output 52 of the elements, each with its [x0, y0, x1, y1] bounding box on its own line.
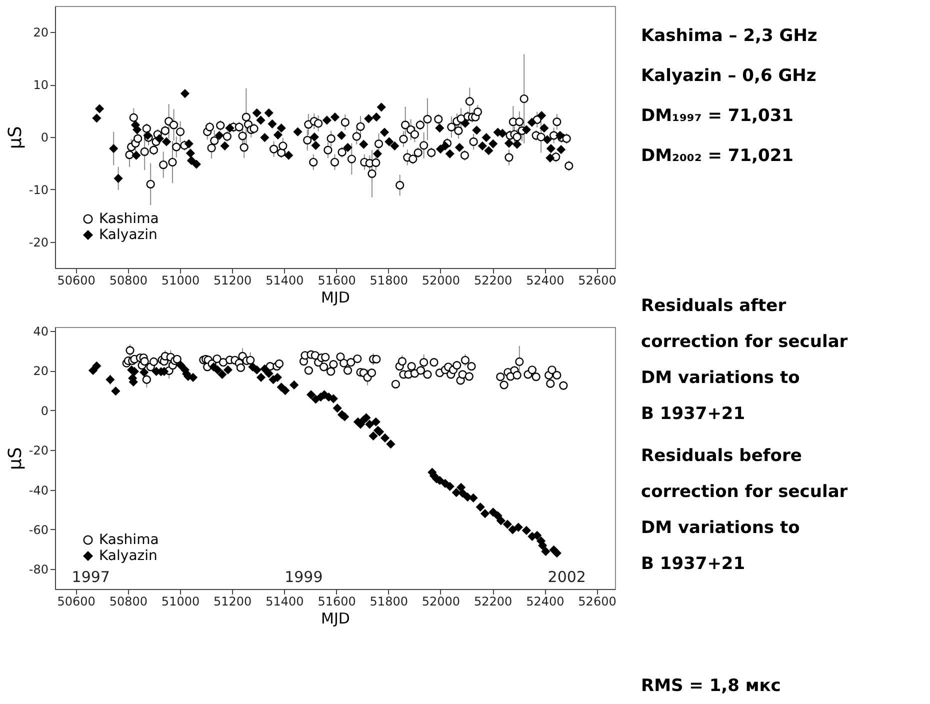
- text: Kalyazin – 0,6 GHz: [641, 66, 816, 86]
- legend-label: Kashima: [99, 532, 159, 548]
- x-tick-label: 50800: [109, 274, 148, 288]
- x-tick-label: 52000: [422, 594, 460, 608]
- x-tick-label: 50800: [109, 594, 148, 608]
- y-tick-label: -10: [28, 182, 48, 197]
- x-tick-label: 52600: [578, 594, 616, 608]
- x-tick-label: 51000: [161, 274, 200, 288]
- y-axis-title: μS: [4, 126, 26, 149]
- x-tick-label: 51800: [370, 274, 408, 288]
- legend-label: Kashima: [99, 211, 159, 227]
- x-tick-label: 51200: [214, 274, 252, 288]
- y-axis-title: μS: [4, 447, 26, 470]
- annotation: 1999: [284, 568, 323, 586]
- x-tick-label: 51800: [370, 594, 408, 608]
- text: Residuals before correction for secular DM variations to B 1937+21: [641, 446, 848, 574]
- x-axis-title: MJD: [321, 610, 350, 628]
- text: DM₂₀₀₂ = 71,021: [641, 146, 794, 166]
- x-tick-label: 50600: [57, 274, 96, 288]
- x-tick-label: 52400: [526, 274, 564, 288]
- x-tick-label: 52000: [422, 274, 460, 288]
- x-tick-label: 52600: [578, 274, 616, 288]
- x-tick-label: 52200: [474, 274, 512, 288]
- x-axis-title: MJD: [321, 288, 350, 306]
- y-tick-label: -20: [28, 444, 48, 458]
- annotation: 2002: [548, 568, 586, 586]
- x-tick-label: 51400: [266, 594, 304, 608]
- text: RMS = 1,8 мкс: [641, 676, 781, 696]
- x-tick-label: 51200: [214, 594, 252, 608]
- annotation: 1997: [72, 568, 110, 586]
- text: Residuals after correction for secular DM variations to B 1937+21: [641, 296, 848, 424]
- x-tick-label: 51600: [318, 594, 356, 608]
- y-tick-label: 0: [40, 130, 48, 144]
- y-tick-label: -20: [28, 235, 48, 250]
- x-tick-label: 52400: [526, 594, 564, 608]
- legend-label: Kalyazin: [99, 548, 158, 564]
- y-tick-label: 0: [40, 404, 48, 418]
- x-tick-label: 50600: [57, 594, 96, 608]
- x-tick-label: 51000: [161, 594, 200, 608]
- y-tick-label: 40: [33, 324, 48, 338]
- y-tick-label: -60: [28, 522, 48, 537]
- y-tick-label: 20: [33, 364, 48, 378]
- y-tick-label: -40: [28, 483, 48, 498]
- x-tick-label: 51600: [318, 274, 356, 288]
- text: Kashima – 2,3 GHz: [641, 26, 818, 46]
- x-tick-label: 51400: [266, 274, 304, 288]
- text: DM₁₉₉₇ = 71,031: [641, 106, 794, 126]
- legend-label: Kalyazin: [99, 227, 158, 243]
- y-tick-label: 20: [33, 26, 48, 40]
- x-tick-label: 52200: [474, 594, 512, 608]
- y-tick-label: -80: [28, 562, 48, 577]
- y-tick-label: 10: [33, 78, 48, 92]
